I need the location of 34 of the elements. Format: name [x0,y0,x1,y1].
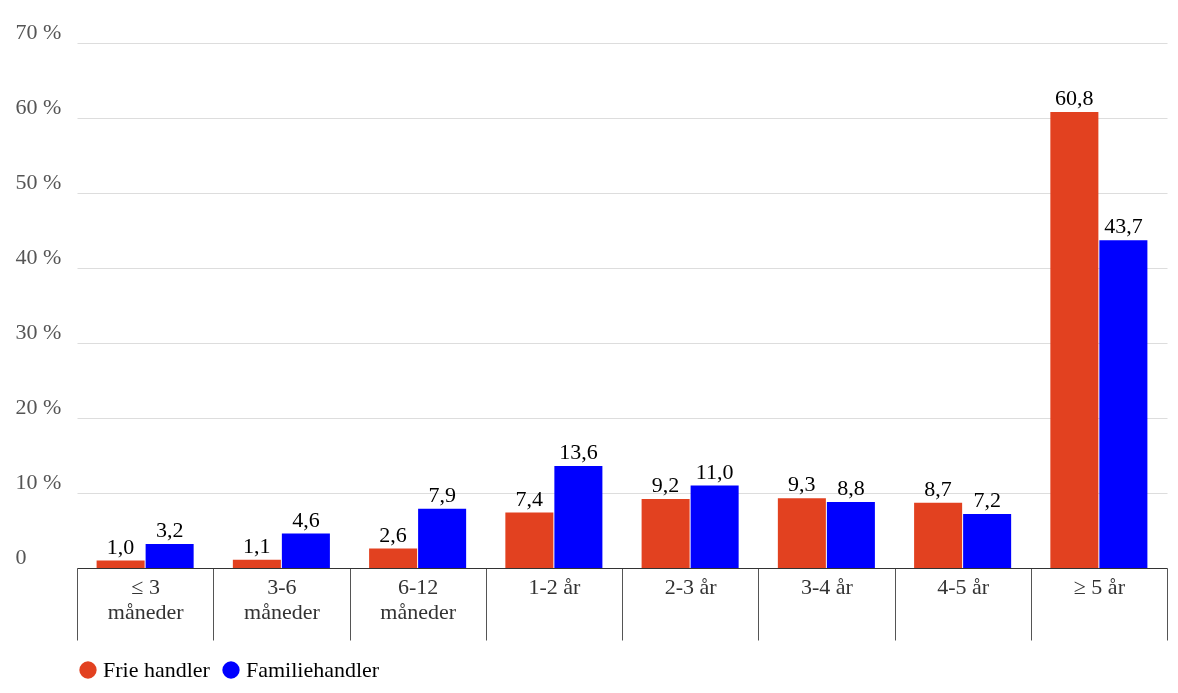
data-label: 11,0 [695,458,734,484]
x-tick-label: ≥ 5 år [1073,573,1126,599]
data-label: 7,2 [973,487,1001,512]
y-tick-label: 20 % [15,393,62,419]
data-label: 2,6 [379,521,407,547]
data-label: 1,0 [106,533,135,559]
data-label: 4,6 [292,506,320,532]
y-tick-label: 70 % [15,18,62,44]
y-tick-label: 40 % [15,243,62,269]
x-tick-label: 1-2 år [528,573,581,599]
y-tick-label: 0 [15,543,27,569]
data-label: 13,6 [559,439,598,464]
legend-label: Familiehandler [246,657,380,682]
y-tick-label: 60 % [15,93,62,119]
data-label: 1,1 [243,532,271,558]
data-label: 8,8 [837,475,865,500]
data-label: 7,4 [515,485,544,511]
x-tick-label: ≤ 3 måneder [107,573,185,624]
x-tick-label: 3-4 år [800,573,854,599]
y-tick-label: 50 % [15,168,62,194]
x-tick-label: 4-5 år [937,573,990,599]
x-tick-label: 6-12 måneder [380,573,457,624]
data-label: 60,8 [1055,85,1094,110]
data-label: 9,2 [651,472,680,497]
legend-label: Frie handler [103,657,211,682]
y-tick-label: 30 % [15,318,62,344]
y-tick-label: 10 % [15,468,62,494]
data-label: 9,3 [788,471,816,497]
data-label: 7,9 [428,481,456,507]
data-label: 43,7 [1104,213,1143,239]
x-tick-label: 2-3 år [664,573,718,599]
x-tick-label: 3-6 måneder [244,573,321,624]
data-label: 3,2 [155,517,184,542]
data-label: 8,7 [924,475,952,501]
